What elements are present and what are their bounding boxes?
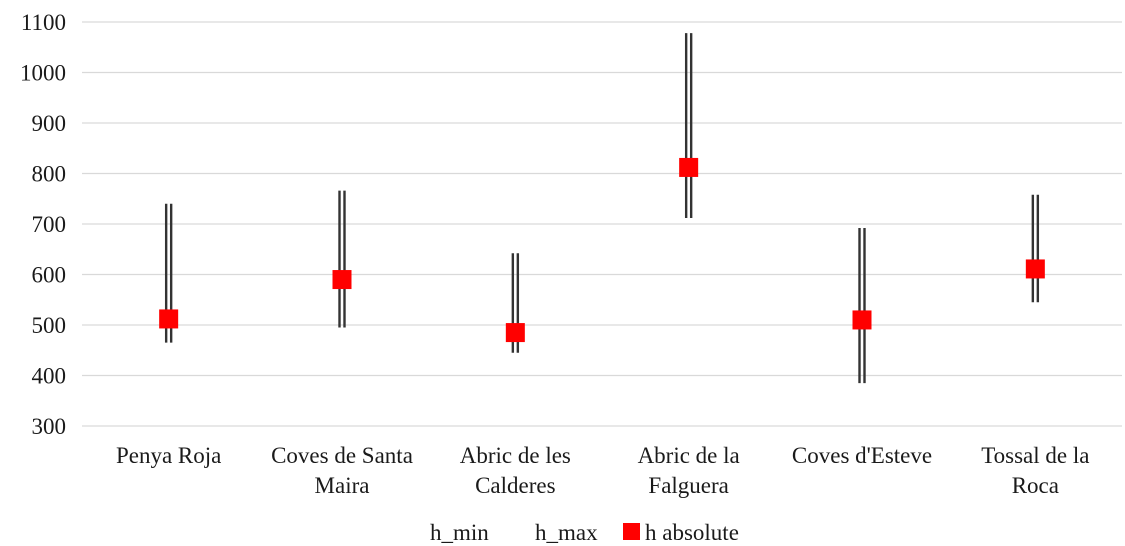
x-category-label: Abric de les Calderes bbox=[460, 443, 571, 498]
x-category-label-line: Abric de la bbox=[638, 443, 740, 468]
x-category-label-line: Maira bbox=[315, 473, 370, 498]
marker-h-absolute bbox=[852, 310, 872, 330]
x-category-label-line: Calderes bbox=[475, 473, 556, 498]
y-tick-label: 700 bbox=[32, 212, 67, 237]
marker-h-absolute bbox=[1025, 259, 1045, 279]
y-tick-label: 1000 bbox=[20, 61, 66, 86]
legend-label-h-absolute: h absolute bbox=[645, 520, 739, 545]
marker-h-absolute bbox=[679, 157, 699, 177]
x-category-label-line: Tossal de la bbox=[981, 443, 1089, 468]
x-category-label-line: Penya Roja bbox=[116, 443, 221, 468]
x-category-label: Coves de Santa Maira bbox=[271, 443, 413, 498]
legend: h_min h_max h absolute bbox=[430, 520, 739, 545]
y-tick-label: 500 bbox=[32, 313, 67, 338]
x-axis-categories: Penya Roja Coves de Santa Maira Abric de le… bbox=[116, 443, 1090, 498]
y-tick-label: 800 bbox=[32, 162, 67, 187]
x-category-label-line: Falguera bbox=[648, 473, 728, 498]
x-category-label-line: Roca bbox=[1012, 473, 1059, 498]
marker-h-absolute bbox=[332, 270, 352, 290]
legend-label-h-max: h_max bbox=[535, 520, 598, 545]
x-category-label: Tossal de la Roca bbox=[981, 443, 1089, 498]
markers bbox=[159, 157, 1045, 343]
y-tick-label: 400 bbox=[32, 364, 67, 389]
x-category-label-line: Coves d'Esteve bbox=[792, 443, 932, 468]
x-category-label: Penya Roja bbox=[116, 443, 221, 468]
y-tick-label: 600 bbox=[32, 263, 67, 288]
legend-label-h-min: h_min bbox=[430, 520, 489, 545]
x-category-label-line: Abric de les bbox=[460, 443, 571, 468]
legend-swatch-h-absolute bbox=[623, 523, 640, 540]
y-tick-label: 1100 bbox=[21, 10, 66, 35]
range-lines bbox=[164, 33, 1040, 384]
x-category-label: Coves d'Esteve bbox=[792, 443, 932, 468]
x-category-label-line: Coves de Santa bbox=[271, 443, 413, 468]
y-axis-ticks: 300 400 500 600 700 800 900 1000 1100 bbox=[20, 10, 66, 439]
marker-h-absolute bbox=[505, 323, 525, 343]
y-tick-label: 900 bbox=[32, 111, 67, 136]
marker-h-absolute bbox=[159, 309, 179, 329]
gridlines bbox=[82, 21, 1122, 427]
y-tick-label: 300 bbox=[32, 414, 67, 439]
x-category-label: Abric de la Falguera bbox=[638, 443, 740, 498]
